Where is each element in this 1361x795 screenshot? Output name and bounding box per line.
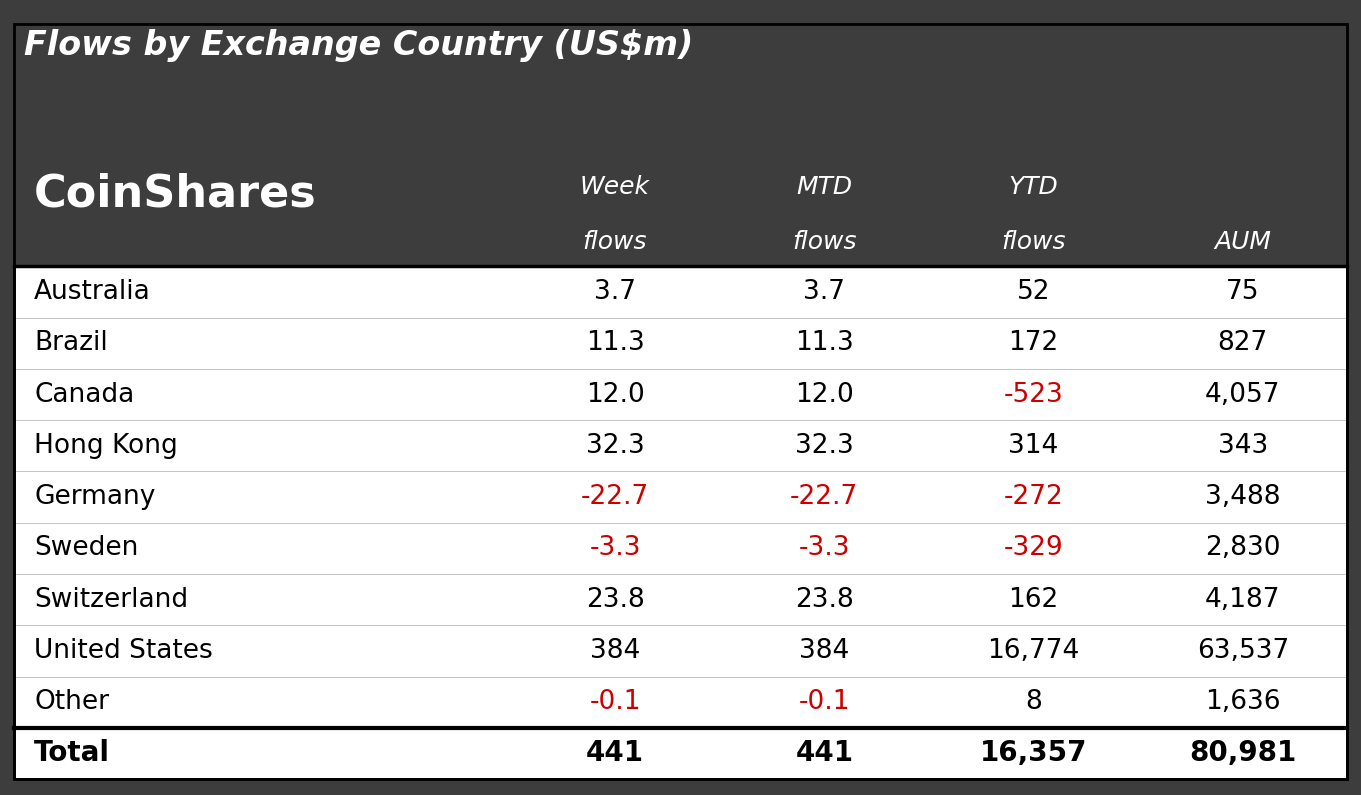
Text: -0.1: -0.1: [799, 689, 851, 716]
Text: YTD: YTD: [1009, 175, 1059, 199]
Text: 441: 441: [587, 739, 644, 767]
Text: CoinShares: CoinShares: [34, 172, 317, 215]
Text: 384: 384: [589, 638, 640, 664]
Text: 441: 441: [795, 739, 853, 767]
Text: 32.3: 32.3: [585, 432, 644, 459]
Text: -523: -523: [1003, 382, 1063, 408]
Text: 12.0: 12.0: [795, 382, 853, 408]
Text: Sweden: Sweden: [34, 535, 139, 561]
Text: -0.1: -0.1: [589, 689, 641, 716]
Text: 314: 314: [1009, 432, 1059, 459]
Text: 3.7: 3.7: [593, 279, 636, 305]
Text: flows: flows: [1002, 231, 1066, 254]
Text: -22.7: -22.7: [581, 484, 649, 510]
Text: Canada: Canada: [34, 382, 135, 408]
Text: 4,187: 4,187: [1204, 587, 1281, 613]
Text: MTD: MTD: [796, 175, 852, 199]
Text: 3,488: 3,488: [1204, 484, 1281, 510]
FancyBboxPatch shape: [14, 24, 1347, 266]
Text: Hong Kong: Hong Kong: [34, 432, 178, 459]
Text: Germany: Germany: [34, 484, 155, 510]
Text: AUM: AUM: [1214, 231, 1271, 254]
Text: 1,636: 1,636: [1204, 689, 1281, 716]
Text: 23.8: 23.8: [795, 587, 853, 613]
Text: Switzerland: Switzerland: [34, 587, 188, 613]
Text: -3.3: -3.3: [799, 535, 851, 561]
Text: Other: Other: [34, 689, 109, 716]
Text: 11.3: 11.3: [795, 330, 853, 356]
Text: -329: -329: [1003, 535, 1063, 561]
Text: 12.0: 12.0: [585, 382, 644, 408]
Text: 172: 172: [1009, 330, 1059, 356]
Text: Flows by Exchange Country (US$m): Flows by Exchange Country (US$m): [24, 29, 694, 62]
Text: flows: flows: [583, 231, 648, 254]
Text: 2,830: 2,830: [1204, 535, 1281, 561]
Text: Brazil: Brazil: [34, 330, 108, 356]
Text: 52: 52: [1017, 279, 1051, 305]
Text: 63,537: 63,537: [1196, 638, 1289, 664]
Text: Australia: Australia: [34, 279, 151, 305]
Text: flows: flows: [792, 231, 856, 254]
Text: -3.3: -3.3: [589, 535, 641, 561]
Text: 11.3: 11.3: [585, 330, 644, 356]
Text: 16,774: 16,774: [987, 638, 1079, 664]
Text: 8: 8: [1025, 689, 1043, 716]
Text: 16,357: 16,357: [980, 739, 1087, 767]
Text: -272: -272: [1003, 484, 1063, 510]
Text: 162: 162: [1009, 587, 1059, 613]
Text: 80,981: 80,981: [1190, 739, 1297, 767]
Text: 4,057: 4,057: [1204, 382, 1281, 408]
Text: 3.7: 3.7: [803, 279, 845, 305]
Text: 384: 384: [799, 638, 849, 664]
Text: Total: Total: [34, 739, 110, 767]
Text: United States: United States: [34, 638, 212, 664]
Text: 343: 343: [1218, 432, 1268, 459]
Text: 75: 75: [1226, 279, 1259, 305]
FancyBboxPatch shape: [14, 266, 1347, 779]
Text: 32.3: 32.3: [795, 432, 853, 459]
Text: -22.7: -22.7: [791, 484, 859, 510]
Text: 23.8: 23.8: [585, 587, 644, 613]
Text: 827: 827: [1218, 330, 1268, 356]
Text: Week: Week: [580, 175, 651, 199]
